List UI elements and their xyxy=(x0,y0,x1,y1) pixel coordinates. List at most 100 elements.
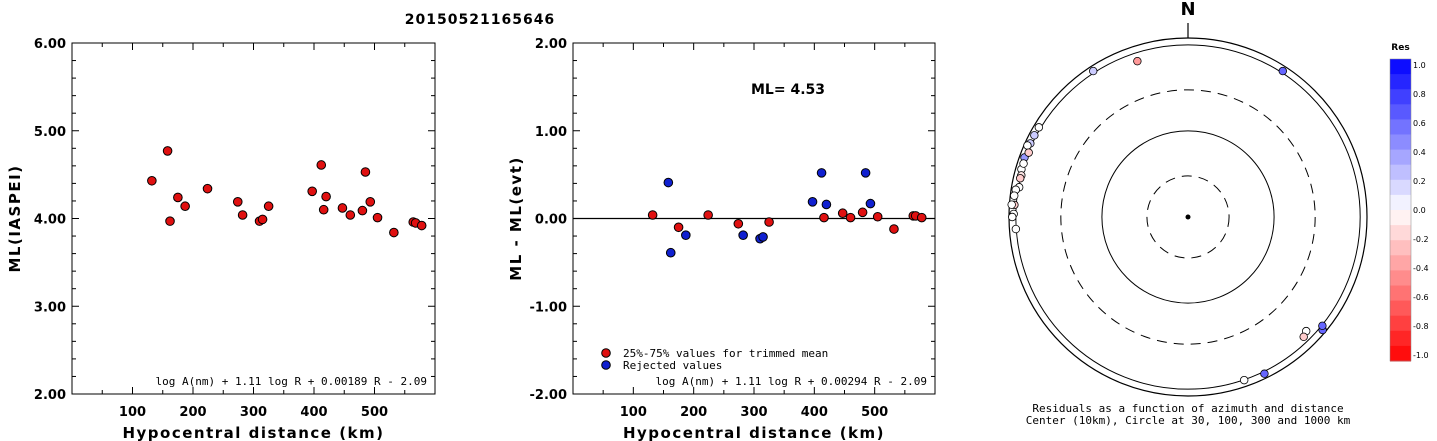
x-tick-label: 400 xyxy=(300,405,327,420)
x-tick-label: 300 xyxy=(240,405,267,420)
x-tick-label: 200 xyxy=(179,405,206,420)
data-point xyxy=(337,203,348,213)
data-point xyxy=(916,212,927,223)
colorbar-cell xyxy=(1390,104,1411,120)
colorbar-tick-label: 0.4 xyxy=(1413,148,1426,157)
data-point xyxy=(758,232,768,242)
data-point xyxy=(162,146,173,156)
colorbar-cell xyxy=(1390,149,1411,166)
data-point xyxy=(357,205,368,216)
x-tick-label: 500 xyxy=(361,405,388,420)
colorbar-cell xyxy=(1390,164,1411,181)
station-marker xyxy=(1007,200,1016,209)
colorbar-cell xyxy=(1390,119,1411,135)
y-tick-label: 2.00 xyxy=(535,37,567,52)
y-axis-label: ML - ML(evt) xyxy=(507,156,525,280)
x-tick-label: 500 xyxy=(861,405,888,420)
distance-ring xyxy=(1060,89,1316,345)
station-marker xyxy=(1089,66,1098,76)
colorbar-cell xyxy=(1390,255,1411,271)
x-tick-label: 400 xyxy=(801,405,828,420)
station-marker xyxy=(1019,159,1028,168)
colorbar-cell xyxy=(1390,194,1411,211)
x-axis-label: Hypocentral distance (km) xyxy=(122,424,384,441)
station-marker xyxy=(1023,141,1032,150)
y-tick-label: 4.00 xyxy=(34,213,66,228)
colorbar-tick-label: 0.8 xyxy=(1413,90,1426,99)
data-point xyxy=(703,210,713,220)
legend-label: 25%-75% values for trimmed mean xyxy=(623,347,828,360)
residual-polar-map: N Residuals as a function of azimuth and … xyxy=(1007,0,1368,427)
data-point xyxy=(263,201,274,212)
data-point xyxy=(321,191,331,202)
data-point xyxy=(865,198,876,209)
data-point xyxy=(360,167,371,177)
station-marker xyxy=(1299,332,1308,342)
colorbar-cell xyxy=(1390,285,1411,302)
colorbar-cell xyxy=(1390,270,1411,286)
station-marker xyxy=(1133,56,1142,66)
epicenter-marker xyxy=(1185,214,1191,220)
x-tick-label: 300 xyxy=(740,405,767,420)
data-point xyxy=(733,218,744,229)
data-point xyxy=(764,217,774,227)
data-point xyxy=(345,210,356,220)
caption-line-1: Residuals as a function of azimuth and d… xyxy=(1032,402,1343,415)
station-marker xyxy=(1034,123,1044,132)
data-point xyxy=(845,212,856,223)
data-point xyxy=(860,168,871,178)
y-tick-label: 0.00 xyxy=(535,213,567,228)
colorbar-cell xyxy=(1390,300,1411,317)
data-point xyxy=(807,197,818,207)
colorbar-tick-label: -1.0 xyxy=(1413,351,1429,360)
data-point xyxy=(365,197,376,207)
data-point xyxy=(889,224,899,234)
station-marker xyxy=(1011,224,1021,234)
data-point xyxy=(372,212,383,223)
data-point xyxy=(202,183,213,194)
residual-colorbar: Res 1.0 0.8 0.6 0.4 0.2 0.0 -0.2 -0.4 -0.6 -0.8 -1.… xyxy=(1389,43,1429,362)
data-point xyxy=(389,227,399,238)
data-point xyxy=(681,230,691,240)
station-marker xyxy=(1260,369,1269,378)
caption-line-2: Center (10km), Circle at 30, 100, 300 an… xyxy=(1026,414,1351,427)
colorbar-cell xyxy=(1390,89,1411,105)
colorbar-tick-label: 0.0 xyxy=(1413,206,1426,215)
x-tick-label: 100 xyxy=(620,405,647,420)
colorbar-cell xyxy=(1390,210,1411,226)
ml-annotation: ML= 4.53 xyxy=(751,82,825,98)
colorbar-cell xyxy=(1390,74,1411,90)
distance-ring xyxy=(1146,175,1230,259)
y-tick-label: 5.00 xyxy=(34,125,66,140)
data-point xyxy=(147,175,157,186)
station-marker xyxy=(1318,321,1327,331)
colorbar-tick-label: -0.6 xyxy=(1413,293,1429,302)
legend-marker xyxy=(601,348,611,358)
data-point xyxy=(307,186,317,197)
x-tick-label: 200 xyxy=(680,405,707,420)
colorbar-tick-label: 0.2 xyxy=(1413,177,1426,186)
data-point xyxy=(673,222,684,233)
station-marker xyxy=(1278,66,1287,76)
colorbar-cell xyxy=(1390,315,1411,332)
legend-marker xyxy=(601,360,611,370)
distance-ring xyxy=(1101,130,1275,304)
colorbar-cell xyxy=(1390,345,1411,362)
data-point xyxy=(232,197,243,207)
data-point xyxy=(837,208,848,219)
data-point xyxy=(318,204,329,215)
station-marker xyxy=(1024,148,1033,157)
colorbar-tick-label: -0.2 xyxy=(1413,235,1429,244)
y-tick-label: 3.00 xyxy=(34,300,66,315)
data-point xyxy=(173,192,183,203)
colorbar-frame xyxy=(1389,58,1412,362)
data-point xyxy=(316,160,327,170)
formula-label: log A(nm) + 1.11 log R + 0.00294 R - 2.0… xyxy=(655,375,927,388)
colorbar-cell xyxy=(1390,134,1411,151)
data-point xyxy=(416,220,427,231)
y-tick-label: -2.00 xyxy=(530,388,567,403)
x-axis-label: Hypocentral distance (km) xyxy=(623,424,885,441)
colorbar-cell xyxy=(1390,330,1411,347)
north-label: N xyxy=(1180,0,1195,20)
